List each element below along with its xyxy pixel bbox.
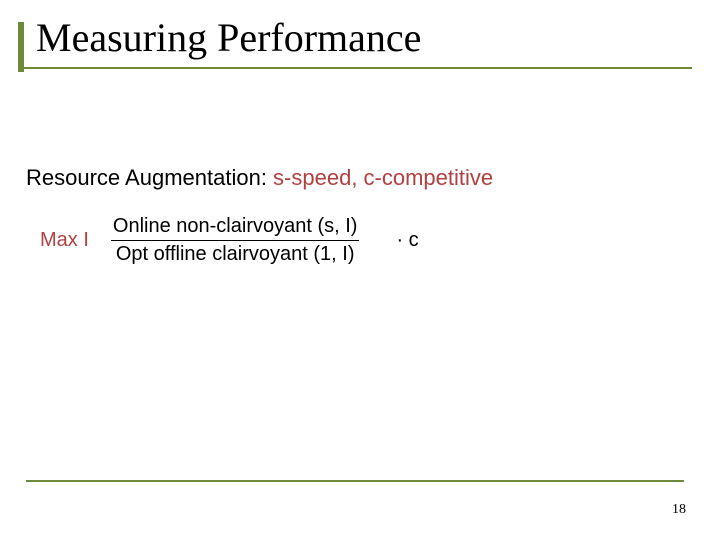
slide: Measuring Performance Resource Augmentat… bbox=[0, 0, 720, 540]
formula-numerator: Online non-clairvoyant (s, I) bbox=[111, 215, 360, 238]
formula: Max I Online non-clairvoyant (s, I) Opt … bbox=[40, 215, 419, 266]
subtitle-tail: s-speed, c-competitive bbox=[267, 165, 493, 190]
fraction-bar bbox=[111, 240, 360, 241]
bottom-rule bbox=[26, 480, 684, 482]
formula-fraction: Online non-clairvoyant (s, I) Opt offlin… bbox=[111, 215, 360, 266]
page-title: Measuring Performance bbox=[36, 10, 692, 61]
page-number: 18 bbox=[672, 502, 686, 518]
title-accent-bar bbox=[18, 22, 24, 72]
title-underline bbox=[18, 67, 692, 69]
subtitle: Resource Augmentation: s-speed, c-compet… bbox=[26, 165, 493, 191]
formula-denominator: Opt offline clairvoyant (1, I) bbox=[114, 243, 357, 266]
formula-rhs: · c bbox=[396, 229, 418, 252]
title-block: Measuring Performance bbox=[18, 10, 692, 69]
subtitle-lead: Resource Augmentation: bbox=[26, 165, 267, 190]
formula-max: Max I bbox=[40, 229, 89, 252]
